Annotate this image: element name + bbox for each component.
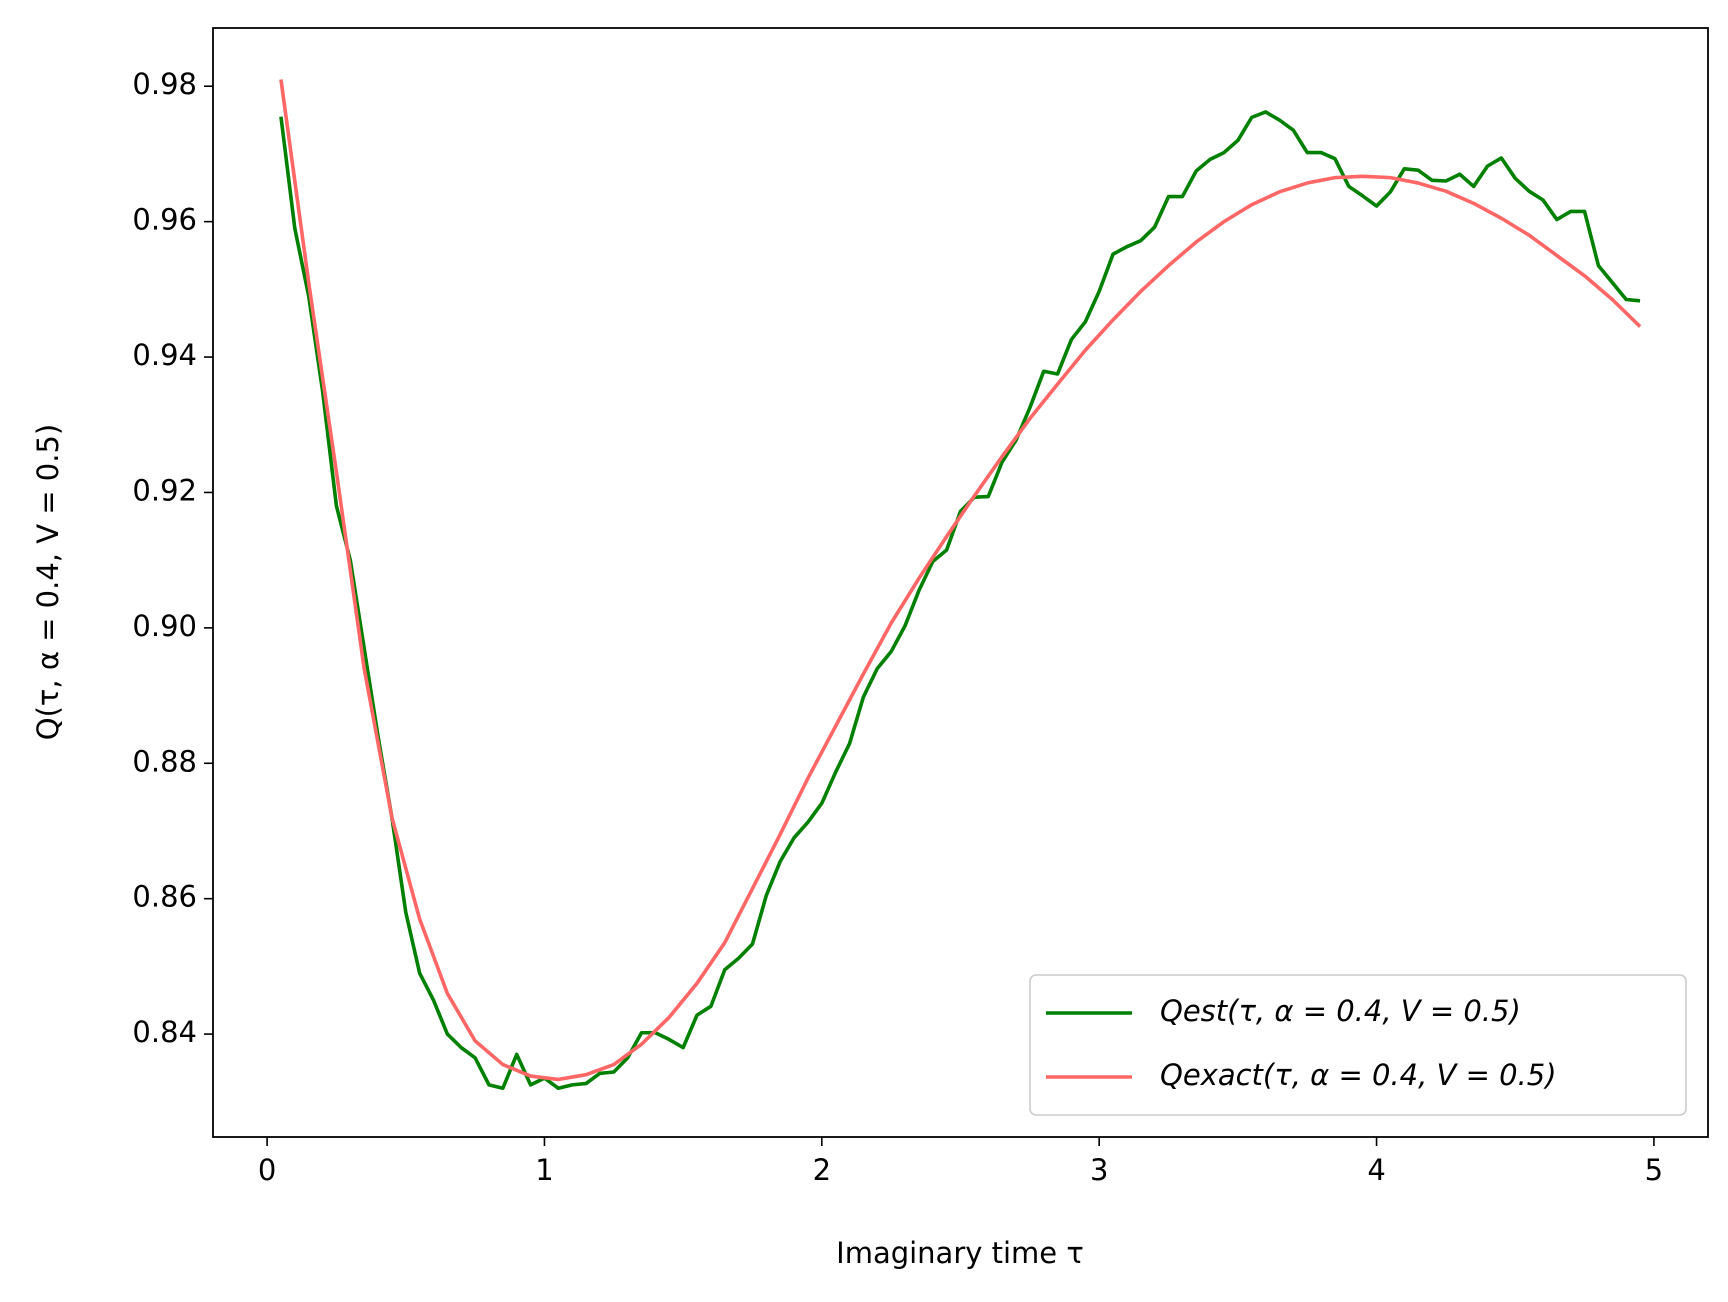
data-line [279, 110, 1641, 1091]
x-tick-label: 4 [1367, 1153, 1385, 1187]
legend-label: Qest(τ, α = 0.4, V = 0.5) [1160, 994, 1521, 1028]
x-axis-label: Imaginary time τ [836, 1236, 1084, 1270]
y-tick-label: 0.90 [132, 609, 197, 643]
y-tick-label: 0.88 [132, 744, 197, 778]
x-tick-label: 2 [813, 1153, 831, 1187]
y-tick-label: 0.86 [132, 880, 197, 914]
legend-label: Qexact(τ, α = 0.4, V = 0.5) [1160, 1058, 1557, 1092]
y-tick-label: 0.84 [132, 1015, 197, 1049]
x-tick-label: 0 [258, 1153, 276, 1187]
plot-frame [212, 27, 1709, 1138]
y-tick-label: 0.94 [132, 338, 197, 372]
data-line [279, 79, 1642, 1082]
y-tick-label: 0.92 [132, 473, 197, 507]
y-tick-label: 0.96 [132, 203, 197, 237]
y-tick-label: 0.98 [132, 67, 197, 101]
y-axis-label: Q(τ, α = 0.4, V = 0.5) [31, 424, 65, 740]
legend-box [1029, 974, 1687, 1116]
x-tick-label: 3 [1090, 1153, 1108, 1187]
x-tick-label: 5 [1645, 1153, 1663, 1187]
x-tick-label: 1 [535, 1153, 553, 1187]
